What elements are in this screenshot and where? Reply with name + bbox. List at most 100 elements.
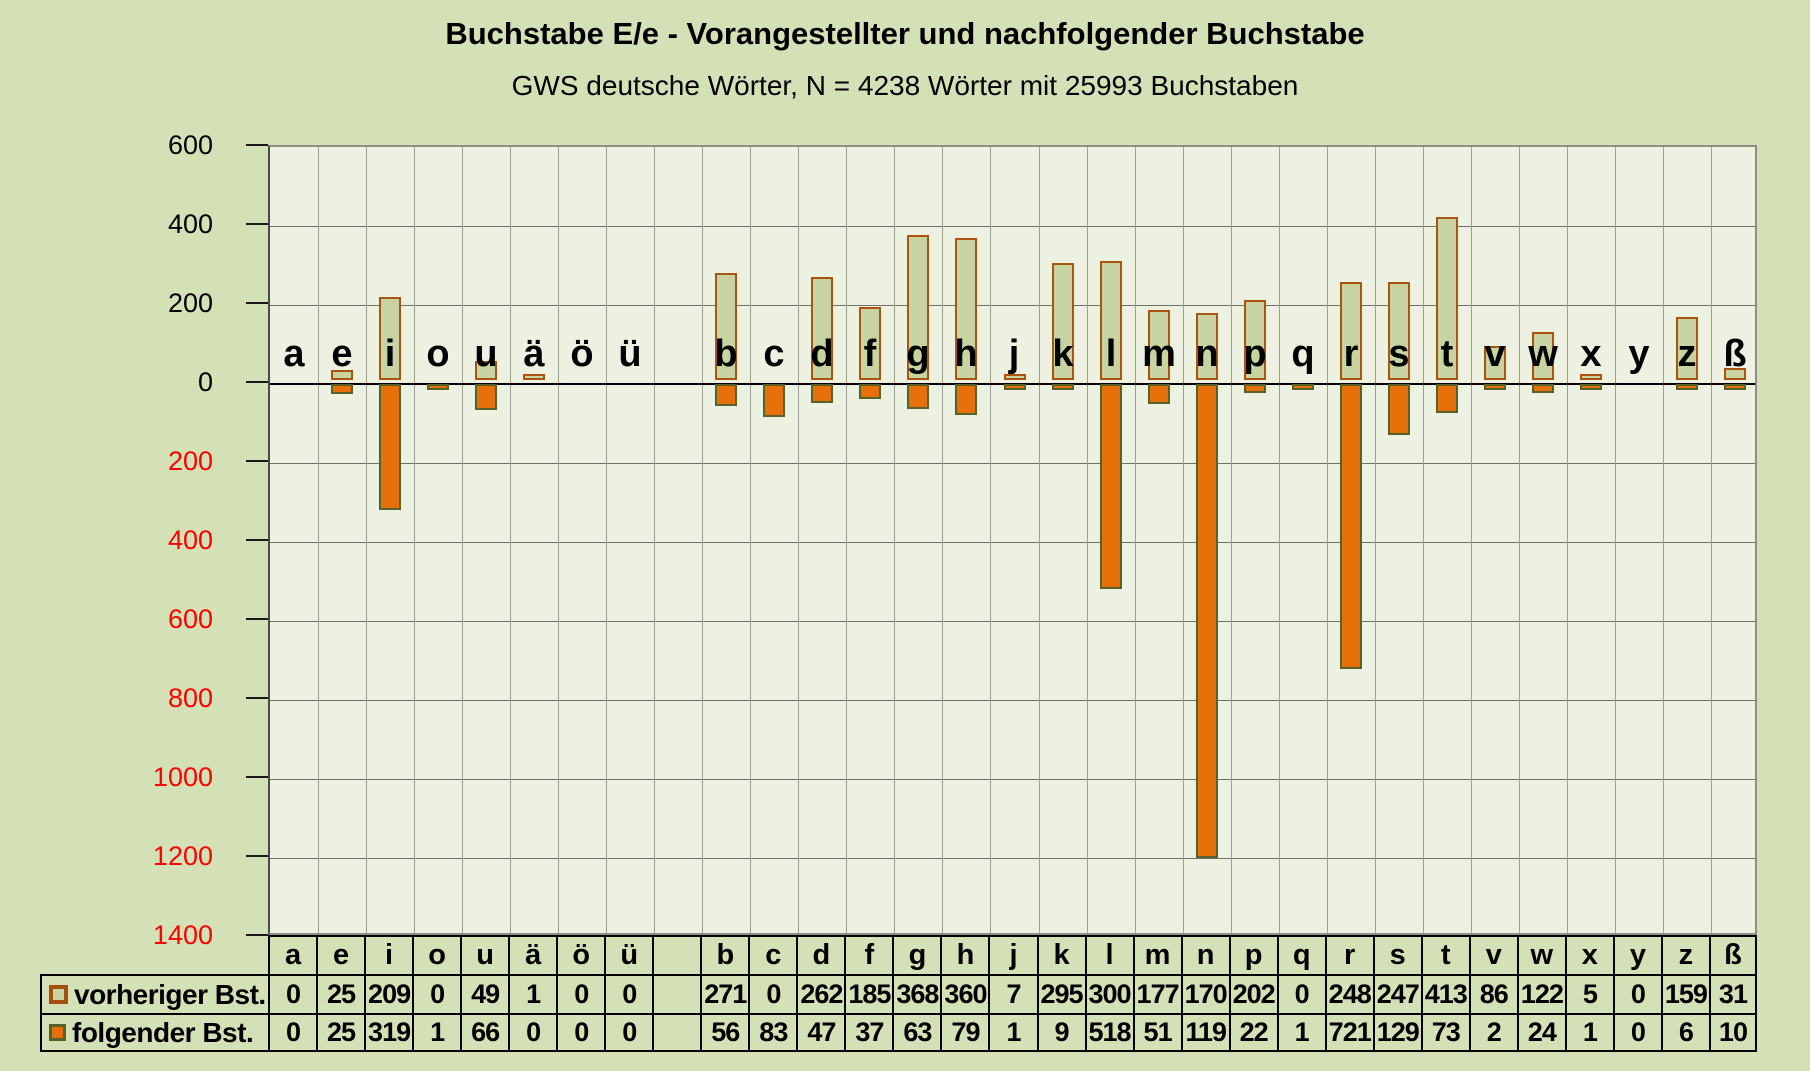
category-letter-v: v bbox=[1484, 333, 1506, 375]
table-cell-folg-x: 1 bbox=[1564, 1013, 1613, 1052]
vertical-gridline bbox=[1615, 147, 1616, 933]
bar-folgender-x bbox=[1580, 384, 1602, 390]
table-cell-folg-l: 518 bbox=[1084, 1013, 1133, 1052]
table-cell-folg-e: 25 bbox=[316, 1013, 365, 1052]
vertical-gridline bbox=[606, 147, 607, 933]
bar-vorheriger-b bbox=[715, 273, 737, 380]
table-cell-vorh-p: 202 bbox=[1228, 974, 1277, 1013]
bar-folgender-d bbox=[811, 384, 833, 403]
bar-folgender-b bbox=[715, 384, 737, 406]
table-header-c: c bbox=[748, 935, 797, 974]
y-axis-label-600: 600 bbox=[167, 130, 213, 160]
bar-folgender-w bbox=[1532, 384, 1554, 393]
bar-vorheriger-m bbox=[1148, 310, 1170, 380]
category-letter-b: b bbox=[714, 333, 738, 375]
table-header-e: e bbox=[316, 935, 365, 974]
table-cell-folg-z: 6 bbox=[1660, 1013, 1709, 1052]
bar-vorheriger-f bbox=[859, 307, 881, 380]
legend-swatch-vorh bbox=[49, 985, 68, 1004]
category-letter-ü: ü bbox=[618, 333, 642, 375]
bar-vorheriger-e bbox=[331, 370, 353, 380]
table-cell-vorh-z: 159 bbox=[1660, 974, 1709, 1013]
table-header-x: x bbox=[1564, 935, 1613, 974]
vertical-gridline bbox=[1087, 147, 1088, 933]
bar-folgender-m bbox=[1148, 384, 1170, 404]
horizontal-gridline bbox=[270, 621, 1755, 622]
table-cell-vorh-d: 262 bbox=[796, 974, 845, 1013]
vertical-gridline bbox=[654, 147, 655, 933]
bar-vorheriger-h bbox=[955, 238, 977, 380]
y-axis-label-neg-400: 400 bbox=[167, 525, 213, 555]
vertical-gridline bbox=[1039, 147, 1040, 933]
table-cell-folg-t: 73 bbox=[1420, 1013, 1469, 1052]
series-name-vorh: vorheriger Bst. bbox=[74, 978, 266, 1010]
table-cell-folg-h: 79 bbox=[940, 1013, 989, 1052]
table-cell-vorh-ö: 0 bbox=[556, 974, 605, 1013]
bar-folgender-l bbox=[1100, 384, 1122, 589]
table-cell-vorh-v: 86 bbox=[1468, 974, 1517, 1013]
bar-folgender-p bbox=[1244, 384, 1266, 393]
table-header-u: u bbox=[460, 935, 509, 974]
category-letter-m: m bbox=[1142, 333, 1176, 375]
category-letter-ö: ö bbox=[570, 333, 594, 375]
table-cell-folg-g: 63 bbox=[892, 1013, 941, 1052]
bar-vorheriger-j bbox=[1004, 374, 1026, 380]
chart-subtitle: GWS deutsche Wörter, N = 4238 Wörter mit… bbox=[511, 70, 1299, 101]
bar-folgender-v bbox=[1484, 384, 1506, 390]
category-letter-y: y bbox=[1628, 333, 1650, 375]
table-cell-vorh-a: 0 bbox=[268, 974, 317, 1013]
y-axis-tick bbox=[246, 144, 268, 146]
vertical-gridline bbox=[462, 147, 463, 933]
table-cell-folg-f: 37 bbox=[844, 1013, 893, 1052]
table-cell-vorh-b: 271 bbox=[700, 974, 749, 1013]
table-cell-folg-k: 9 bbox=[1036, 1013, 1085, 1052]
table-header-q: q bbox=[1276, 935, 1325, 974]
table-cell-vorh-y: 0 bbox=[1612, 974, 1661, 1013]
vertical-gridline bbox=[1711, 147, 1712, 933]
bar-vorheriger-d bbox=[811, 277, 833, 380]
bar-vorheriger-r bbox=[1340, 282, 1362, 380]
y-axis-label-neg-1200: 1200 bbox=[152, 841, 213, 871]
table-cell-folg-q: 1 bbox=[1276, 1013, 1325, 1052]
y-axis-tick bbox=[246, 539, 268, 541]
y-axis-label-400: 400 bbox=[167, 209, 213, 239]
vertical-gridline bbox=[1663, 147, 1664, 933]
vertical-gridline bbox=[1567, 147, 1568, 933]
bar-folgender-q bbox=[1292, 384, 1314, 390]
table-header-o: o bbox=[412, 935, 461, 974]
table-header-ä: ä bbox=[508, 935, 557, 974]
table-cell-vorh-m: 177 bbox=[1132, 974, 1181, 1013]
table-header-m: m bbox=[1132, 935, 1181, 974]
y-axis-tick bbox=[246, 697, 268, 699]
bar-vorheriger-i bbox=[379, 297, 401, 380]
bar-vorheriger-s bbox=[1388, 282, 1410, 380]
table-cell-vorh-h: 360 bbox=[940, 974, 989, 1013]
vertical-gridline bbox=[510, 147, 511, 933]
y-axis-label-neg-200: 200 bbox=[167, 446, 213, 476]
category-letter-r: r bbox=[1343, 333, 1359, 375]
category-letter-x: x bbox=[1580, 333, 1602, 375]
category-letter-ä: ä bbox=[523, 333, 545, 375]
series-name-folg: folgender Bst. bbox=[72, 1016, 254, 1048]
y-axis-label-neg-600: 600 bbox=[167, 604, 213, 634]
bar-folgender-ß bbox=[1724, 384, 1746, 390]
table-cell-vorh-r: 248 bbox=[1324, 974, 1373, 1013]
y-axis-label-neg-1400: 1400 bbox=[152, 920, 213, 950]
table-cell-vorh-ü: 0 bbox=[604, 974, 653, 1013]
bar-vorheriger-ß bbox=[1724, 368, 1746, 380]
table-cell-vorh-j: 7 bbox=[988, 974, 1037, 1013]
horizontal-gridline bbox=[270, 700, 1755, 701]
vertical-gridline bbox=[846, 147, 847, 933]
table-cell-folg-i: 319 bbox=[364, 1013, 413, 1052]
horizontal-gridline bbox=[270, 779, 1755, 780]
vertical-gridline bbox=[558, 147, 559, 933]
table-header-y: y bbox=[1612, 935, 1661, 974]
bar-vorheriger-n bbox=[1196, 313, 1218, 380]
table-cell-folg-o: 1 bbox=[412, 1013, 461, 1052]
category-letter-l: l bbox=[1105, 333, 1117, 375]
y-axis-tick bbox=[246, 618, 268, 620]
category-letter-h: h bbox=[954, 333, 978, 375]
bar-folgender-t bbox=[1436, 384, 1458, 413]
